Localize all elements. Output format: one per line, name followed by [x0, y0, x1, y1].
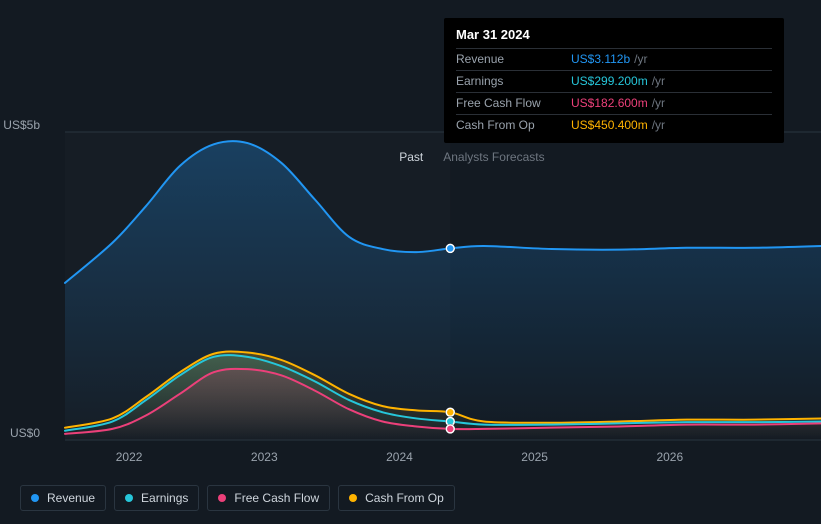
- legend-dot-icon: [31, 494, 39, 502]
- forecast-region-label: Analysts Forecasts: [443, 150, 544, 164]
- legend-dot-icon: [218, 494, 226, 502]
- tooltip-row-unit: /yr: [652, 96, 665, 110]
- y-axis-tick-label: US$0: [10, 426, 40, 440]
- tooltip-row: Earnings US$299.200m/yr: [456, 70, 772, 92]
- legend-item-label: Cash From Op: [365, 491, 444, 505]
- tooltip-row-label: Cash From Op: [456, 117, 551, 134]
- tooltip-title: Mar 31 2024: [456, 26, 772, 48]
- tooltip-row-unit: /yr: [634, 52, 647, 66]
- tooltip-row-unit: /yr: [652, 74, 665, 88]
- legend-item[interactable]: Revenue: [20, 485, 106, 511]
- tooltip-row: Free Cash Flow US$182.600m/yr: [456, 92, 772, 114]
- tooltip-row: Cash From Op US$450.400m/yr: [456, 114, 772, 136]
- tooltip-row-value: US$182.600m: [571, 96, 648, 110]
- legend-item[interactable]: Cash From Op: [338, 485, 455, 511]
- y-axis-tick-label: US$5b: [3, 118, 40, 132]
- x-axis-tick-label: 2025: [521, 450, 548, 464]
- point-tooltip: Mar 31 2024 Revenue US$3.112b/yr Earnings U…: [444, 18, 784, 143]
- tooltip-row-label: Earnings: [456, 73, 551, 90]
- x-axis-tick-label: 2024: [386, 450, 413, 464]
- tooltip-row-value-wrap: US$182.600m/yr: [571, 95, 665, 112]
- tooltip-row-value: US$299.200m: [571, 74, 648, 88]
- legend-item-label: Revenue: [47, 491, 95, 505]
- legend-item[interactable]: Free Cash Flow: [207, 485, 330, 511]
- x-axis-tick-label: 2026: [656, 450, 683, 464]
- tooltip-row-value-wrap: US$3.112b/yr: [571, 51, 648, 68]
- legend: Revenue Earnings Free Cash Flow Cash From O…: [20, 485, 455, 511]
- tooltip-row: Revenue US$3.112b/yr: [456, 48, 772, 70]
- tooltip-row-value: US$450.400m: [571, 118, 648, 132]
- legend-dot-icon: [125, 494, 133, 502]
- tooltip-row-value-wrap: US$450.400m/yr: [571, 117, 665, 134]
- legend-item[interactable]: Earnings: [114, 485, 199, 511]
- tooltip-row-label: Revenue: [456, 51, 551, 68]
- past-region-label: Past: [399, 150, 423, 164]
- legend-item-label: Free Cash Flow: [234, 491, 319, 505]
- tooltip-row-label: Free Cash Flow: [456, 95, 551, 112]
- legend-dot-icon: [349, 494, 357, 502]
- x-axis-tick-label: 2022: [116, 450, 143, 464]
- tooltip-row-value-wrap: US$299.200m/yr: [571, 73, 665, 90]
- tooltip-row-value: US$3.112b: [571, 52, 630, 66]
- legend-item-label: Earnings: [141, 491, 188, 505]
- x-axis-tick-label: 2023: [251, 450, 278, 464]
- tooltip-row-unit: /yr: [652, 118, 665, 132]
